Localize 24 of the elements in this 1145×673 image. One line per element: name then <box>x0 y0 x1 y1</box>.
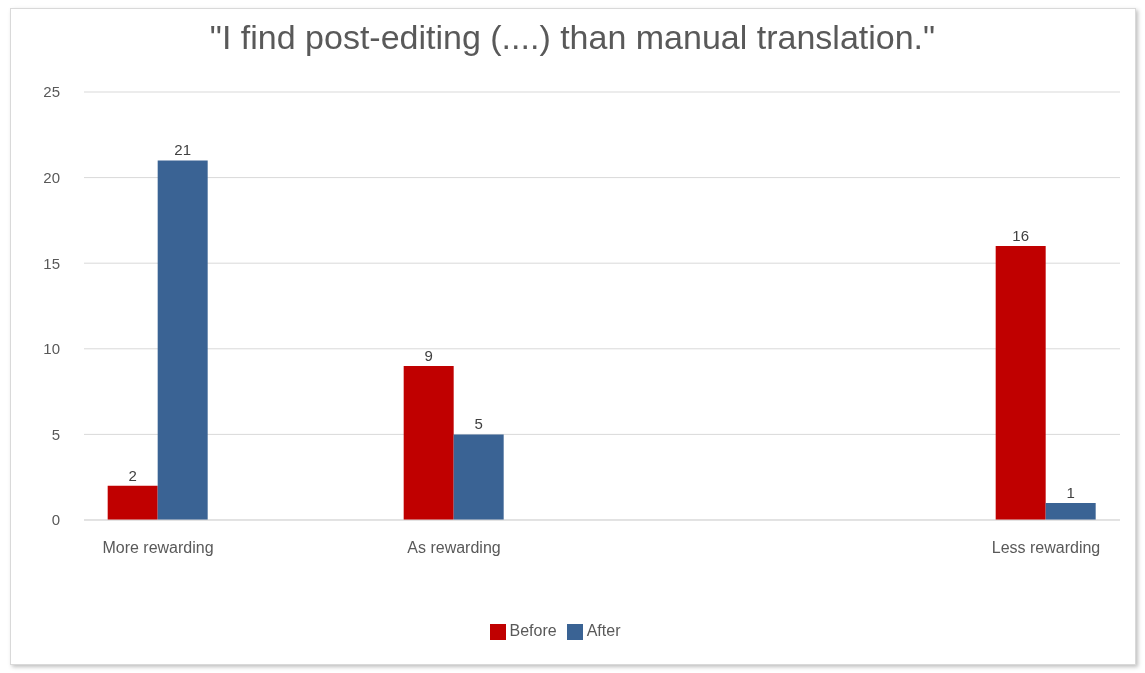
data-label: 1 <box>1066 483 1075 501</box>
y-tick-label: 10 <box>43 340 60 358</box>
data-label: 9 <box>424 346 433 364</box>
data-label: 5 <box>474 415 483 433</box>
chart-title: "I find post-editing (....) than manual translation." <box>208 18 937 57</box>
bar <box>453 434 504 520</box>
bar <box>107 485 158 520</box>
y-tick-label: 5 <box>51 425 60 443</box>
x-tick-label: Less rewarding <box>991 539 1101 557</box>
x-tick-label: As rewarding <box>407 539 501 557</box>
y-tick-label: 15 <box>43 254 60 272</box>
bar <box>1045 502 1096 520</box>
data-label: 21 <box>174 141 192 159</box>
y-tick-label: 25 <box>43 83 60 101</box>
bar <box>403 365 454 520</box>
bar <box>157 160 208 520</box>
x-tick-label: More rewarding <box>102 539 214 557</box>
y-tick-label: 20 <box>43 168 60 186</box>
legend-label: After <box>586 622 621 639</box>
data-label: 16 <box>1012 227 1030 245</box>
bar <box>995 246 1046 520</box>
legend-label: Before <box>509 622 557 639</box>
y-tick-label: 0 <box>51 511 60 529</box>
data-label: 2 <box>128 466 137 484</box>
